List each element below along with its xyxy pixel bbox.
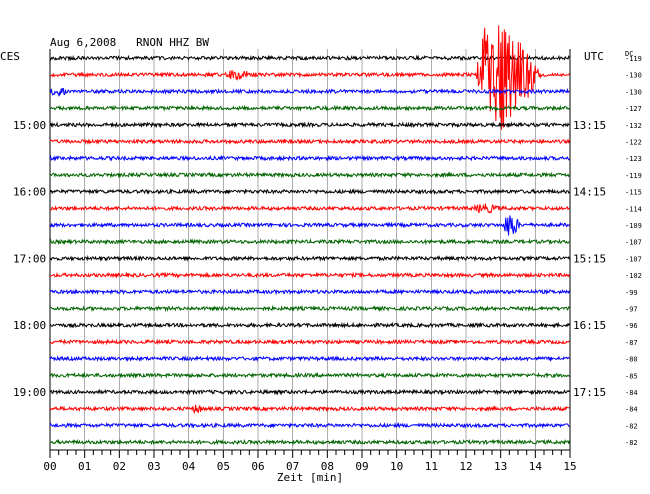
x-tick-label: 15	[563, 460, 576, 473]
dc-offset-label: -114	[625, 205, 642, 213]
x-tick-label: 08	[321, 460, 334, 473]
right-hour-label: 14:15	[573, 186, 606, 199]
trace-2	[49, 87, 570, 97]
dc-offset-label: -99	[625, 289, 638, 297]
x-tick-label: 14	[529, 460, 543, 473]
x-tick-label: 06	[251, 460, 264, 473]
dc-offset-label: -127	[625, 105, 642, 113]
trace-22	[49, 421, 570, 429]
dc-offset-label: -107	[625, 255, 642, 263]
trace-19	[49, 371, 570, 379]
dc-offset-label: -119	[625, 55, 642, 63]
trace-5	[49, 137, 570, 145]
trace-6	[49, 154, 570, 162]
x-tick-label: 01	[78, 460, 91, 473]
dc-offset-label: -85	[625, 372, 638, 380]
trace-4	[49, 121, 570, 129]
dc-offset-label: -119	[625, 172, 642, 180]
x-tick-label: 00	[43, 460, 56, 473]
x-tick-label: 10	[390, 460, 403, 473]
left-hour-label: 15:00	[13, 119, 46, 132]
dc-offset-label: -82	[625, 422, 638, 430]
left-timezone-label: CES	[0, 50, 20, 63]
dc-offset-label: -82	[625, 439, 638, 447]
dc-offset-label: -115	[625, 189, 642, 197]
dc-offset-label: -102	[625, 272, 642, 280]
x-tick-label: 07	[286, 460, 299, 473]
x-tick-label: 12	[459, 460, 472, 473]
x-tick-label: 02	[113, 460, 126, 473]
x-tick-label: 13	[494, 460, 507, 473]
right-hour-label: 15:15	[573, 252, 606, 265]
trace-20	[49, 388, 570, 396]
trace-15	[49, 304, 570, 313]
trace-3	[49, 104, 570, 112]
x-tick-label: 03	[147, 460, 160, 473]
trace-17	[50, 338, 570, 346]
left-hour-label: 18:00	[13, 319, 46, 332]
trace-14	[49, 288, 570, 296]
time-grid	[49, 49, 571, 458]
trace-13	[49, 271, 570, 279]
dc-offset-label: -84	[625, 406, 638, 414]
axis-labels: 15:00 16:00 17:00 18:00 19:00 13:15 14:15 15:15…	[13, 55, 642, 473]
dc-offset-label: -96	[625, 322, 638, 330]
trace-11	[49, 238, 570, 246]
trace-1	[49, 25, 570, 130]
trace-7	[49, 171, 570, 179]
left-hour-label: 19:00	[13, 386, 46, 399]
x-tick-label: 11	[425, 460, 438, 473]
trace-12	[49, 254, 570, 262]
dc-offset-label: -97	[625, 306, 638, 314]
trace-9	[49, 203, 570, 214]
right-hour-label: 13:15	[573, 119, 606, 132]
left-hour-label: 17:00	[13, 252, 46, 265]
dc-offset-label: -84	[625, 389, 638, 397]
trace-23	[49, 438, 570, 446]
trace-16	[49, 321, 570, 329]
left-hour-label: 16:00	[13, 186, 46, 199]
dc-offset-label: -107	[625, 239, 642, 247]
dc-offset-label: -123	[625, 155, 642, 163]
dc-offset-label: -132	[625, 122, 642, 130]
dc-offset-label: -109	[625, 222, 642, 230]
trace-21	[49, 404, 570, 415]
dc-label: DC	[625, 50, 633, 58]
trace-8	[49, 188, 570, 196]
right-timezone-label: UTC	[584, 50, 604, 63]
x-tick-label: 04	[182, 460, 196, 473]
dc-offset-label: -87	[625, 339, 638, 347]
right-hour-label: 16:15	[573, 319, 606, 332]
dc-offset-label: -130	[625, 88, 642, 96]
trace-18	[49, 354, 570, 363]
dc-offset-label: -130	[625, 72, 642, 80]
right-hour-label: 17:15	[573, 386, 606, 399]
chart-title: Aug 6,2008 RNON HHZ BW	[50, 36, 209, 49]
dc-offset-label: -80	[625, 356, 638, 364]
trace-10	[49, 215, 570, 236]
dc-offset-label: -122	[625, 139, 642, 147]
x-tick-label: 09	[355, 460, 368, 473]
x-axis-label: Zeit [min]	[277, 471, 343, 484]
x-tick-label: 05	[217, 460, 230, 473]
seismic-traces	[49, 25, 570, 446]
